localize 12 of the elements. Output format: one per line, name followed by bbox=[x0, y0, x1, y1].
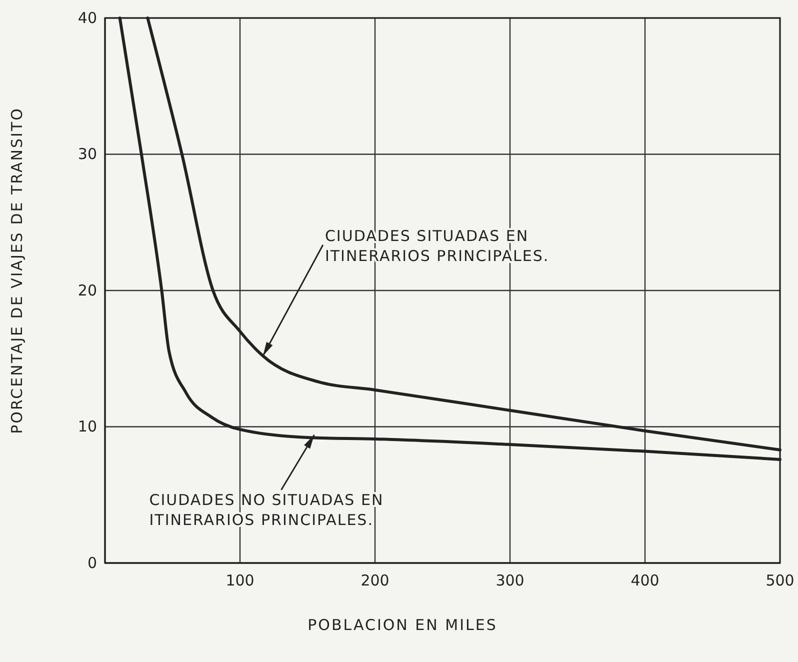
y-tick-label: 20 bbox=[78, 281, 97, 300]
x-tick-label: 100 bbox=[226, 572, 254, 590]
x-tick-label: 400 bbox=[630, 572, 660, 590]
x-axis-title: POBLACION EN MILES bbox=[308, 616, 498, 634]
y-tick-label: 40 bbox=[78, 8, 97, 27]
y-tick-label: 30 bbox=[78, 145, 97, 164]
y-axis-title: PORCENTAJE DE VIAJES DE TRANSITO bbox=[8, 107, 26, 434]
x-tick-label: 500 bbox=[766, 572, 794, 590]
y-tick-label: 10 bbox=[78, 418, 97, 436]
y-tick-label: 0 bbox=[87, 554, 97, 572]
x-tick-label: 300 bbox=[496, 572, 524, 590]
x-tick-label: 200 bbox=[360, 572, 390, 590]
